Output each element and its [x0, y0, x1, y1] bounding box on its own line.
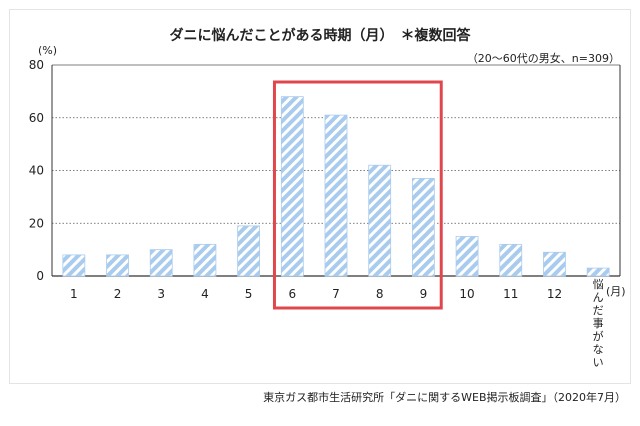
- bar: [149, 249, 173, 277]
- x-tick-label: 7: [332, 287, 340, 301]
- bar: [280, 96, 304, 277]
- bar: [543, 251, 566, 277]
- bar: [499, 243, 523, 277]
- x-tick-label: 悩んだ事がない: [593, 277, 604, 369]
- x-tick-label: 9: [420, 287, 428, 301]
- y-tick-label: 0: [36, 269, 44, 283]
- y-tick-labels: 0 20 40 60 80: [29, 58, 44, 283]
- y-tick-label: 20: [29, 216, 44, 230]
- x-tick-label: 8: [376, 287, 384, 301]
- x-tick-label: 3: [157, 287, 165, 301]
- x-tick-label: 5: [245, 287, 253, 301]
- bar-chart: ダニに悩んだことがある時期（月） ＊複数回答 （20～60代の男女、n=309）…: [29, 27, 626, 369]
- bar: [62, 254, 86, 277]
- x-tick-label: 2: [114, 287, 122, 301]
- chart-title: ダニに悩んだことがある時期（月） ＊複数回答: [170, 27, 472, 44]
- y-axis-label: (%): [38, 44, 57, 57]
- bar: [455, 236, 479, 277]
- x-tick-label: 11: [503, 287, 518, 301]
- source-caption: 東京ガス都市生活研究所「ダニに関するWEB掲示板調査」（2020年7月）: [263, 391, 626, 404]
- chart-frame: ダニに悩んだことがある時期（月） ＊複数回答 （20～60代の男女、n=309）…: [9, 9, 631, 384]
- x-tick-label: 4: [201, 287, 209, 301]
- bar: [324, 114, 348, 277]
- bar: [411, 178, 435, 277]
- x-tick-label: 12: [547, 287, 562, 301]
- x-axis-label: (月): [606, 285, 626, 298]
- bar: [106, 254, 129, 277]
- bar: [193, 243, 217, 277]
- bars: [62, 96, 610, 277]
- x-tick-label: 1: [70, 287, 78, 301]
- bar: [368, 164, 392, 277]
- chart-subtitle: （20～60代の男女、n=309）: [467, 51, 620, 65]
- bar: [237, 225, 261, 277]
- x-tick-label: 10: [459, 287, 474, 301]
- y-tick-label: 60: [29, 111, 44, 125]
- x-tick-label: 6: [288, 287, 296, 301]
- y-tick-label: 80: [29, 58, 44, 72]
- bar: [586, 267, 610, 277]
- y-tick-label: 40: [29, 164, 44, 178]
- highlight-box-jun-sep: [272, 80, 443, 310]
